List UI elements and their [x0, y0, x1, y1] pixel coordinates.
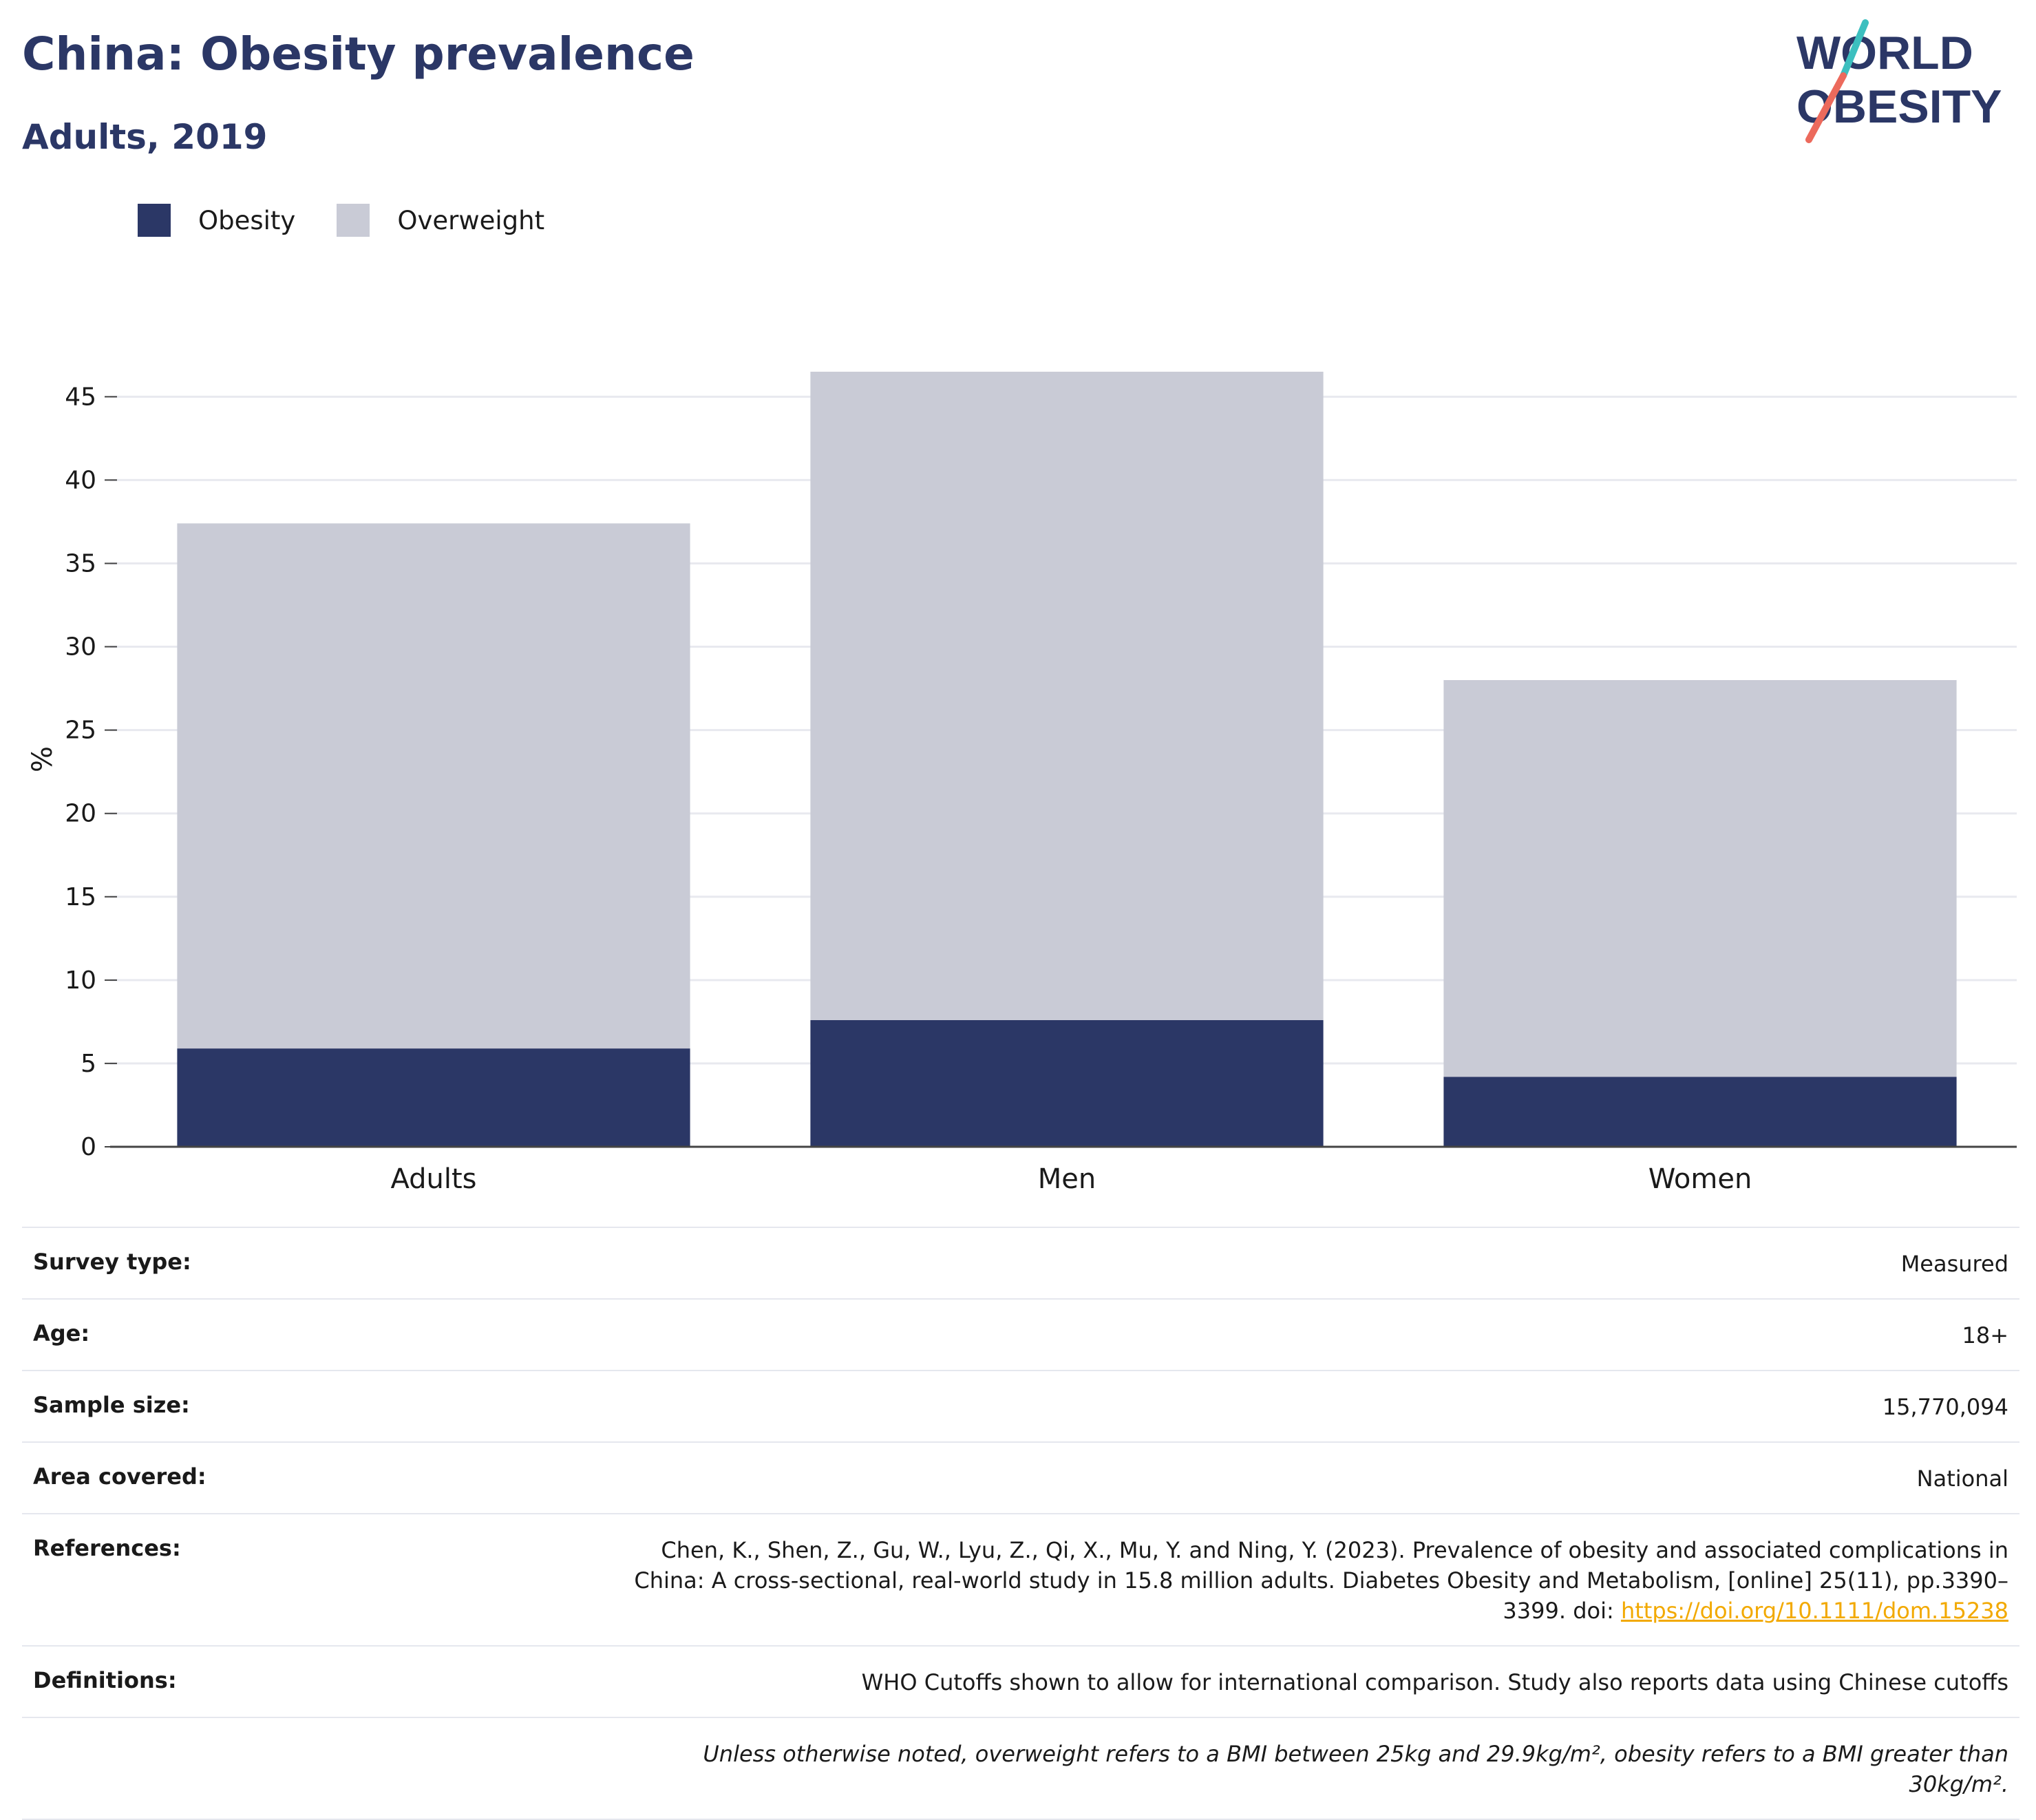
- y-tick-label: 15: [65, 883, 96, 911]
- info-row-definitions: Definitions: WHO Cutoffs shown to allow …: [22, 1647, 2019, 1718]
- age-value: 18+: [1962, 1322, 2008, 1348]
- x-tick-label: Women: [1648, 1163, 1752, 1195]
- legend-label-obesity: Obesity: [198, 205, 296, 235]
- bar-overweight-women: [1443, 679, 1957, 1077]
- survey-type-value: Measured: [1900, 1251, 2008, 1277]
- world-obesity-logo: WORLD OBESITY: [1790, 19, 2024, 143]
- info-row-note: Unless otherwise noted, overweight refer…: [22, 1718, 2019, 1820]
- y-tick-label: 20: [65, 800, 96, 828]
- info-row-references: References: Chen, K., Shen, Z., Gu, W., …: [22, 1514, 2019, 1647]
- legend-item-overweight[interactable]: Overweight: [337, 204, 544, 237]
- y-tick-label: 5: [81, 1050, 96, 1078]
- definitions-label: Definitions:: [33, 1667, 177, 1693]
- reference-text: Chen, K., Shen, Z., Gu, W., Lyu, Z., Qi,…: [634, 1537, 2008, 1624]
- y-tick-label: 40: [65, 466, 96, 494]
- logo-coral-slash: [1805, 72, 1847, 143]
- logo-word-1: WORLD: [1796, 27, 1973, 79]
- y-tick-label: 10: [65, 966, 96, 995]
- y-tick-label: 25: [65, 717, 96, 745]
- bar-obesity-women: [1443, 1077, 1957, 1147]
- logo-teal-slash: [1840, 19, 1869, 79]
- legend-item-obesity[interactable]: Obesity: [138, 204, 295, 237]
- survey-type-label: Survey type:: [33, 1249, 191, 1275]
- y-tick-label: 0: [81, 1133, 96, 1161]
- bar-overweight-adults: [177, 523, 690, 1049]
- legend-swatch-obesity: [138, 204, 171, 237]
- y-tick-label: 35: [65, 549, 96, 578]
- y-tick-label: 30: [65, 633, 96, 662]
- chart-title: China: Obesity prevalence: [22, 28, 694, 81]
- info-row-survey-type: Survey type: Measured: [22, 1228, 2019, 1300]
- info-row-sample-size: Sample size: 15,770,094: [22, 1371, 2019, 1443]
- x-tick-label: Men: [1038, 1163, 1096, 1195]
- age-label: Age:: [33, 1320, 90, 1346]
- stacked-bar-chart: 0 5 10 15 20 25 30 35 40 45% Adults Men Women: [27, 372, 2017, 1195]
- references-label: References:: [33, 1535, 181, 1561]
- info-row-area-covered: Area covered: National: [22, 1443, 2019, 1514]
- survey-info-table: Survey type: Measured Age: 18+ Sample si…: [22, 1227, 2019, 1820]
- y-tick-label: 45: [65, 383, 96, 411]
- sample-size-label: Sample size:: [33, 1392, 190, 1418]
- info-row-age: Age: 18+: [22, 1300, 2019, 1371]
- chart-subtitle: Adults, 2019: [22, 117, 268, 157]
- references-value: Chen, K., Shen, Z., Gu, W., Lyu, Z., Qi,…: [632, 1535, 2008, 1626]
- area-covered-label: Area covered:: [33, 1463, 206, 1490]
- bmi-definition-note: Unless otherwise noted, overweight refer…: [703, 1741, 2008, 1797]
- legend-swatch-overweight: [337, 204, 370, 237]
- sample-size-value: 15,770,094: [1882, 1394, 2008, 1420]
- reference-doi-link[interactable]: https://doi.org/10.1111/dom.15238: [1620, 1598, 2008, 1624]
- bar-obesity-men: [810, 1019, 1324, 1147]
- logo-word-2: OBESITY: [1796, 81, 2002, 133]
- area-covered-value: National: [1916, 1465, 2008, 1492]
- chart-legend: Obesity Overweight: [138, 204, 586, 237]
- legend-label-overweight: Overweight: [397, 205, 545, 235]
- bar-overweight-men: [810, 372, 1324, 1020]
- bar-obesity-adults: [177, 1048, 690, 1147]
- y-axis-label: %: [27, 746, 59, 772]
- x-tick-label: Adults: [390, 1163, 476, 1195]
- definitions-value: WHO Cutoffs shown to allow for internati…: [861, 1669, 2008, 1695]
